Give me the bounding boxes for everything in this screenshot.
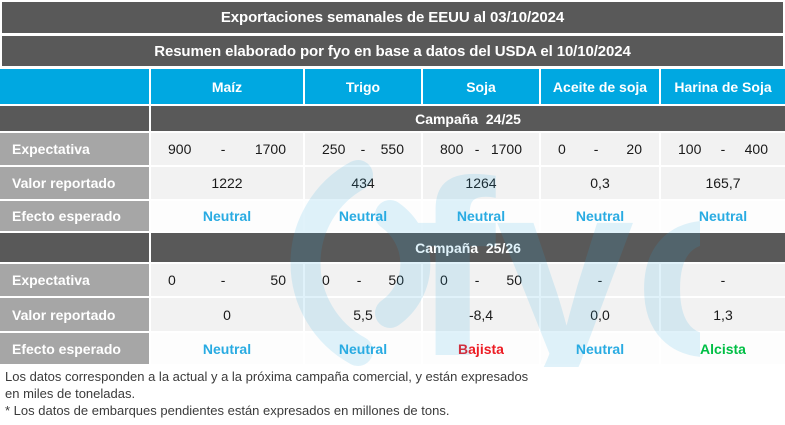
range-empty: - bbox=[720, 272, 726, 288]
row-label-valor-reportado: Valor reportado bbox=[0, 298, 149, 331]
efecto-cell-soja: Neutral bbox=[423, 201, 539, 231]
report-title: Exportaciones semanales de EEUU al 03/10… bbox=[2, 2, 783, 33]
footnote-line: en miles de toneladas. bbox=[5, 386, 136, 401]
efecto-cell-harina-de-soja: Alcista bbox=[661, 333, 785, 364]
expectativa-cell-aceite-de-soja: - bbox=[541, 264, 659, 296]
expectativa-cell-harina-de-soja: 100 - 400 bbox=[661, 133, 785, 165]
campaign-spacer-25-26 bbox=[0, 233, 149, 262]
valor-cell-harina-de-soja: 165,7 bbox=[661, 167, 785, 199]
row-label-valor-reportado: Valor reportado bbox=[0, 167, 149, 199]
valor-cell-trigo: 434 bbox=[305, 167, 421, 199]
range-max: 550 bbox=[380, 141, 404, 157]
expectativa-cell-soja: 0 - 50 bbox=[423, 264, 539, 296]
expectativa-cell-soja: 800-1700 bbox=[423, 133, 539, 165]
column-header-soja: Soja bbox=[423, 69, 539, 104]
range-separator: - bbox=[474, 272, 480, 288]
efecto-cell-trigo: Neutral bbox=[305, 201, 421, 231]
efecto-cell-aceite-de-soja: Neutral bbox=[541, 333, 659, 364]
range-max: 400 bbox=[744, 141, 768, 157]
range-min: 0 bbox=[558, 141, 566, 157]
efecto-cell-maiz: Neutral bbox=[151, 201, 303, 231]
row-label-expectativa: Expectativa bbox=[0, 133, 149, 165]
range-min: 250 bbox=[322, 141, 346, 157]
expectativa-cell-trigo: 0 - 50 bbox=[305, 264, 421, 296]
row-label-efecto-esperado: Efecto esperado bbox=[0, 333, 149, 364]
range-min: 800 bbox=[440, 141, 464, 157]
range-separator: - bbox=[474, 141, 480, 157]
campaign-banner-24-25: Campaña 24/25 bbox=[151, 106, 785, 131]
range-separator: - bbox=[360, 141, 366, 157]
report-subtitle: Resumen elaborado por fyo en base a dato… bbox=[2, 36, 783, 66]
footnote-line: * Los datos de embarques pendientes está… bbox=[5, 403, 450, 418]
column-header-harina-de-soja: Harina de Soja bbox=[661, 69, 785, 104]
valor-cell-aceite-de-soja: 0,3 bbox=[541, 167, 659, 199]
range-min: 0 bbox=[440, 272, 448, 288]
range-max: 50 bbox=[506, 272, 522, 288]
valor-cell-soja: -8,4 bbox=[423, 298, 539, 331]
range-separator: - bbox=[720, 141, 726, 157]
range-max: 50 bbox=[388, 272, 404, 288]
valor-cell-soja: 1264 bbox=[423, 167, 539, 199]
valor-cell-maiz: 0 bbox=[151, 298, 303, 331]
efecto-cell-maiz: Neutral bbox=[151, 333, 303, 364]
range-max: 50 bbox=[270, 272, 286, 288]
efecto-cell-harina-de-soja: Neutral bbox=[661, 201, 785, 231]
efecto-cell-trigo: Neutral bbox=[305, 333, 421, 364]
range-empty: - bbox=[597, 272, 603, 288]
column-header-maiz: Maíz bbox=[151, 69, 303, 104]
valor-cell-harina-de-soja: 1,3 bbox=[661, 298, 785, 331]
footnote-line: Los datos corresponden a la actual y a l… bbox=[5, 369, 529, 384]
report-header: Exportaciones semanales de EEUU al 03/10… bbox=[0, 0, 785, 66]
range-separator: - bbox=[356, 272, 362, 288]
expectativa-cell-maiz: 900 - 1700 bbox=[151, 133, 303, 165]
range-max: 20 bbox=[626, 141, 642, 157]
export-table: Maíz Trigo Soja Aceite de soja Harina de Soj… bbox=[0, 69, 785, 364]
range-min: 900 bbox=[168, 141, 192, 157]
valor-cell-trigo: 5,5 bbox=[305, 298, 421, 331]
corner-cell bbox=[0, 69, 149, 104]
expectativa-cell-maiz: 0 - 50 bbox=[151, 264, 303, 296]
expectativa-cell-harina-de-soja: - bbox=[661, 264, 785, 296]
column-header-aceite-de-soja: Aceite de soja bbox=[541, 69, 659, 104]
range-min: 100 bbox=[678, 141, 702, 157]
column-header-trigo: Trigo bbox=[305, 69, 421, 104]
campaign-banner-25-26: Campaña 25/26 bbox=[151, 233, 785, 262]
range-separator: - bbox=[220, 141, 226, 157]
range-separator: - bbox=[593, 141, 599, 157]
expectativa-cell-trigo: 250-550 bbox=[305, 133, 421, 165]
range-min: 0 bbox=[322, 272, 330, 288]
range-max: 1700 bbox=[254, 141, 286, 157]
footnotes: Los datos corresponden a la actual y a l… bbox=[0, 368, 785, 419]
row-label-efecto-esperado: Efecto esperado bbox=[0, 201, 149, 231]
row-label-expectativa: Expectativa bbox=[0, 264, 149, 296]
efecto-cell-aceite-de-soja: Neutral bbox=[541, 201, 659, 231]
range-min: 0 bbox=[168, 272, 176, 288]
efecto-cell-soja: Bajista bbox=[423, 333, 539, 364]
campaign-spacer-24-25 bbox=[0, 106, 149, 131]
valor-cell-maiz: 1222 bbox=[151, 167, 303, 199]
range-separator: - bbox=[220, 272, 226, 288]
valor-cell-aceite-de-soja: 0,0 bbox=[541, 298, 659, 331]
range-max: 1700 bbox=[490, 141, 522, 157]
expectativa-cell-aceite-de-soja: 0 - 20 bbox=[541, 133, 659, 165]
